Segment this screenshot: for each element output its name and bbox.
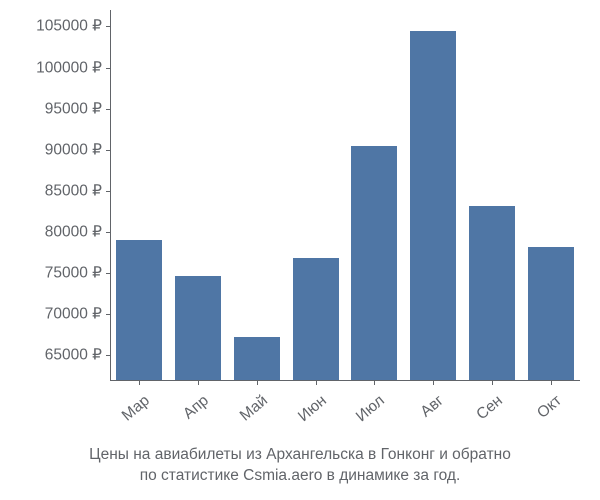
caption-line-1: Цены на авиабилеты из Архангельска в Гон… xyxy=(89,446,511,463)
bar xyxy=(293,258,339,381)
y-tick-mark xyxy=(106,68,110,69)
x-tick-label: Авг xyxy=(418,392,448,421)
bar xyxy=(469,206,515,380)
y-tick-mark xyxy=(106,150,110,151)
y-tick-mark xyxy=(106,355,110,356)
y-tick-mark xyxy=(106,109,110,110)
x-tick-label: Май xyxy=(237,392,272,425)
caption-line-2: по статистике Csmia.aero в динамике за г… xyxy=(140,467,461,484)
y-tick-label: 100000 ₽ xyxy=(2,58,102,77)
x-tick-mark xyxy=(198,380,199,385)
x-tick-mark xyxy=(433,380,434,385)
x-tick-mark xyxy=(316,380,317,385)
y-tick-label: 80000 ₽ xyxy=(2,223,102,242)
y-tick-label: 65000 ₽ xyxy=(2,346,102,365)
y-tick-mark xyxy=(106,232,110,233)
price-chart: 65000 ₽ 70000 ₽ 75000 ₽ 80000 ₽ 85000 ₽ 90000… xyxy=(0,0,600,500)
x-tick-mark xyxy=(257,380,258,385)
y-tick-label: 75000 ₽ xyxy=(2,264,102,283)
x-tick-label: Апр xyxy=(180,392,213,423)
plot-area xyxy=(110,10,580,380)
bar xyxy=(116,240,162,380)
y-tick-label: 85000 ₽ xyxy=(2,181,102,200)
y-tick-label: 90000 ₽ xyxy=(2,140,102,159)
bar xyxy=(528,247,574,380)
y-tick-label: 95000 ₽ xyxy=(2,99,102,118)
y-tick-mark xyxy=(106,273,110,274)
x-tick-label: Мар xyxy=(119,392,154,425)
x-tick-mark xyxy=(492,380,493,385)
bar xyxy=(410,31,456,380)
y-tick-label: 105000 ₽ xyxy=(2,17,102,36)
x-tick-mark xyxy=(139,380,140,385)
y-tick-mark xyxy=(106,314,110,315)
x-tick-mark xyxy=(551,380,552,385)
bar xyxy=(234,337,280,380)
y-tick-label: 70000 ₽ xyxy=(2,305,102,324)
x-tick-mark xyxy=(374,380,375,385)
x-tick-label: Окт xyxy=(534,392,566,423)
x-tick-label: Июл xyxy=(353,392,389,426)
x-tick-label: Июн xyxy=(295,392,331,426)
bar xyxy=(351,146,397,380)
y-tick-mark xyxy=(106,191,110,192)
x-tick-label: Сен xyxy=(473,392,506,424)
x-axis-line xyxy=(110,380,580,381)
bar xyxy=(175,276,221,380)
chart-caption: Цены на авиабилеты из Архангельска в Гон… xyxy=(0,445,600,487)
y-tick-mark xyxy=(106,26,110,27)
